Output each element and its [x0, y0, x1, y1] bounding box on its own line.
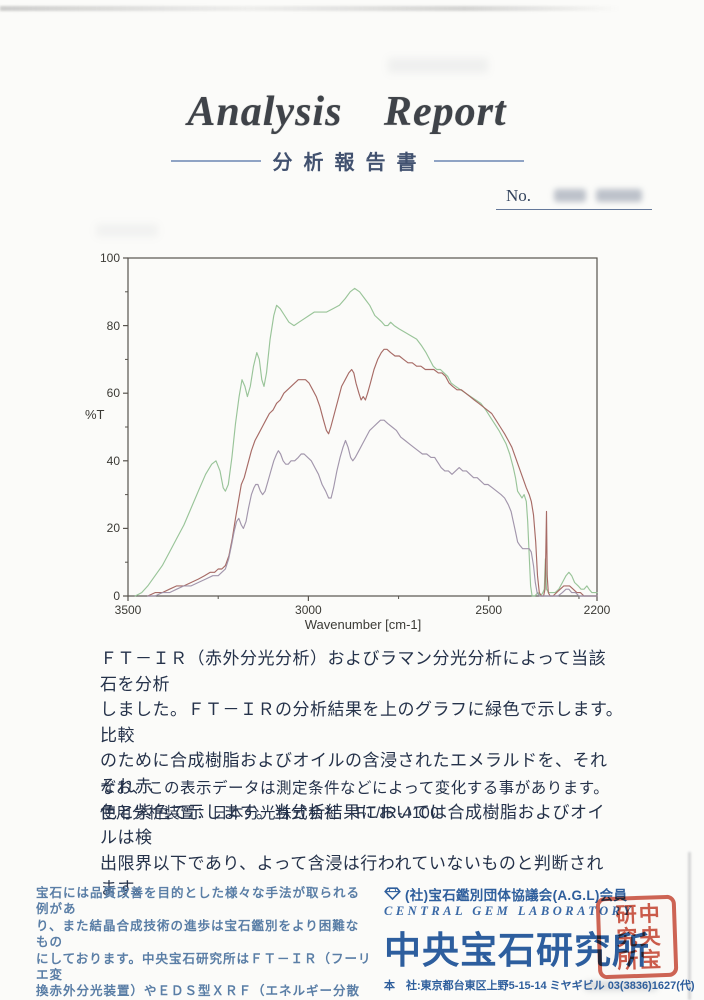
agl-membership-text: (社)宝石鑑別団体協議会(A.G.L)会員 — [405, 887, 628, 903]
y-tick-label: 80 — [106, 318, 120, 333]
x-tick-label: 2200 — [583, 603, 611, 617]
scan-smudge — [0, 6, 620, 11]
company-seal-stamp: 中央宝 研究所 — [595, 894, 679, 980]
scan-smudge — [96, 224, 158, 237]
ftir-spectrum-chart: %T Wavenumber [cm-1] 3500 3000 2500 2200 0 20… — [85, 238, 625, 650]
gem-icon — [384, 887, 401, 900]
seal-right-column: 中央宝 — [635, 902, 662, 972]
text-line: 宝石には品質改善を目的とした様々な手法が取られる例があ — [36, 886, 361, 917]
analysis-paragraph: ＦＴ－ＩＲ（赤外分光分析）およびラマン分光分析によって当該石を分析 しました。ＦＴ… — [100, 646, 633, 902]
text-line: 出限界以下であり、よって含浸は行われていないものと判断されます。 — [100, 853, 604, 899]
agl-membership-row: (社)宝石鑑別団体協議会(A.G.L)会員 — [384, 885, 684, 903]
text-line: 換赤外分光装置）やＥＤＳ型ＸＲＦ（エネルギー分散型蛍光 — [36, 984, 361, 999]
x-tick-label: 3500 — [114, 603, 142, 617]
url-value: http://www.cgl.co.jp — [436, 997, 575, 1000]
y-tick-label: 100 — [99, 251, 120, 265]
report-number-redacted — [596, 189, 642, 202]
y-axis-label: %T — [85, 407, 105, 422]
url-label: URL — [384, 997, 418, 1000]
report-number-label: No. — [506, 186, 532, 205]
page-title: Analysis Report — [187, 89, 507, 135]
y-tick-label: 20 — [106, 521, 120, 536]
seal-left-column: 研究所 — [612, 903, 639, 973]
text-line: ＦＴ－ＩＲ（赤外分光分析）およびラマン分光分析によって当該石を分析 — [100, 649, 607, 694]
x-tick-label: 3000 — [295, 603, 322, 617]
company-name-english: CENTRAL GEM LABORATORY — [384, 904, 635, 918]
company-address: 本 社:東京都台東区上野5-15-14 ミヤギビル 03(3836)1627(代… — [384, 980, 695, 992]
footer-description: 宝石には品質改善を目的とした様々な手法が取られる例があ り、また結晶合成技術の進歩… — [36, 885, 372, 1000]
y-tick-label: 40 — [106, 453, 120, 468]
report-number-field: No. — [496, 186, 656, 212]
text-line: り、また結晶合成技術の進歩は宝石鑑別をより困難なもの — [36, 918, 360, 950]
spectrum-plot — [123, 257, 598, 601]
company-url-row: URL http://www.cgl.co.jp — [384, 997, 684, 1000]
text-line: 色と紫色で示します。当分析結果においては合成樹脂およびオイルは検 — [100, 802, 605, 848]
report-number-redacted — [554, 189, 586, 202]
subtitle-rule-right — [433, 159, 524, 162]
x-axis-label: Wavenumber [cm-1] — [304, 617, 422, 632]
note-line: なお、この表示データは測定条件などによって変化する事があります。 — [100, 780, 610, 797]
y-tick-label: 60 — [106, 386, 120, 401]
report-number-underline — [496, 209, 652, 210]
y-tick-label: 0 — [113, 589, 120, 603]
subtitle: 分析報告書 — [0, 146, 694, 175]
x-tick-label: 2500 — [475, 603, 503, 617]
instrument-line: 使用分析装置：日本分光株式会社 FT/IR-4100 — [100, 805, 440, 822]
scan-smudge — [388, 58, 488, 73]
page-edge-shadow — [688, 852, 691, 1000]
subtitle-rule-left — [170, 159, 261, 162]
text-line: しました。ＦＴ－ＩＲの分析結果を上のグラフに緑色で示します。 比較 — [100, 700, 633, 745]
text-line: のために合成樹脂およびオイルの含浸されたエメラルドを、それぞれ赤 — [100, 751, 608, 796]
subtitle-text: 分析報告書 — [272, 152, 428, 174]
text-line: にしております。中央宝石研究所はＦＴ－ＩＲ（フーリエ変 — [36, 951, 372, 983]
